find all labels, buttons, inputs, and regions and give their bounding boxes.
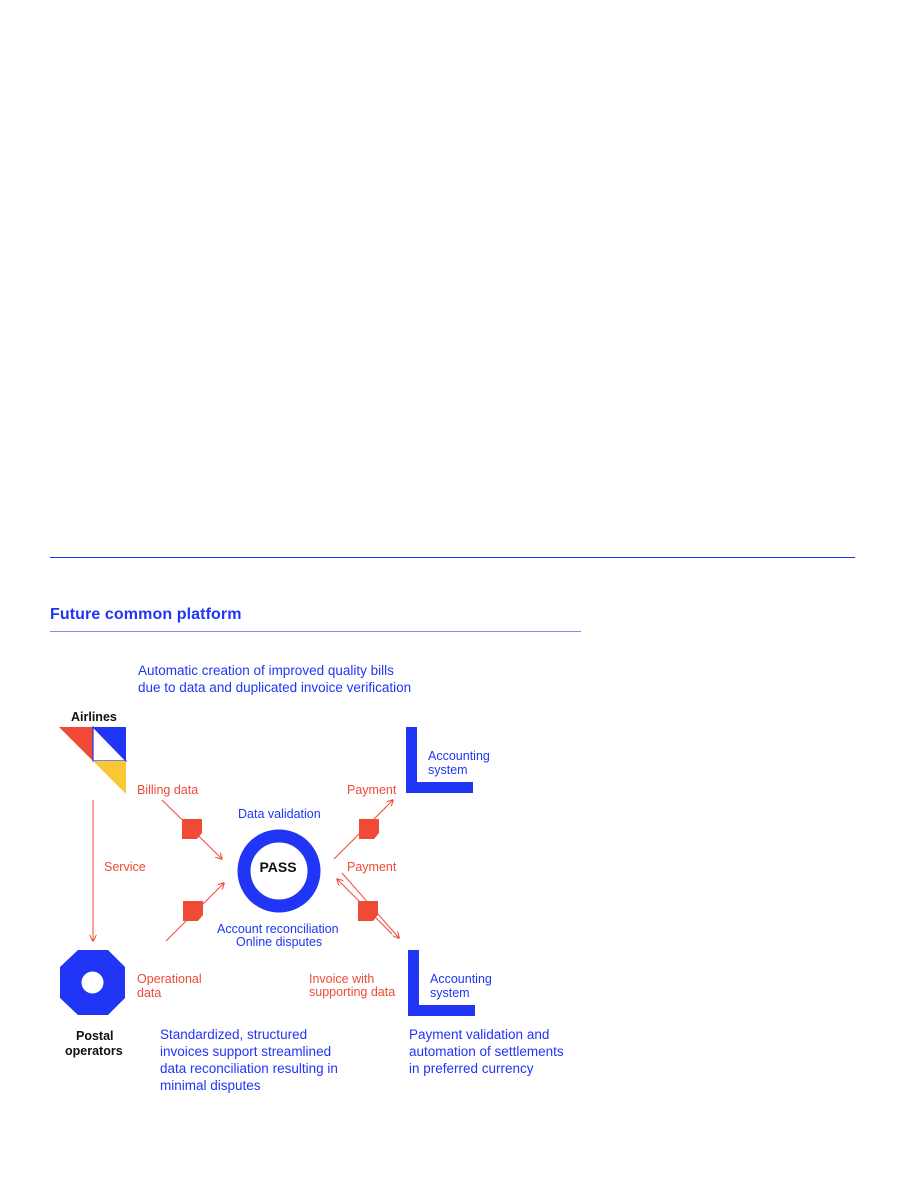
- bottom-left-note-line-1: Standardized, structured: [160, 1027, 308, 1042]
- operational-data-line-2: data: [137, 986, 162, 1000]
- postal-label-line-2: operators: [65, 1044, 123, 1058]
- bottom-right-note-line-2: automation of settlements: [409, 1044, 564, 1059]
- top-note-line-2: due to data and duplicated invoice verif…: [138, 680, 412, 695]
- airlines-logo: [59, 725, 128, 794]
- postal-label-line-1: Postal: [76, 1029, 114, 1043]
- pass-label: PASS: [259, 859, 297, 875]
- reconciliation-line-2: Online disputes: [236, 935, 323, 949]
- section-title: Future common platform: [50, 606, 242, 623]
- service-label: Service: [104, 860, 146, 874]
- billing-data-label: Billing data: [137, 783, 199, 797]
- payment-top-doc-icon: [359, 819, 379, 839]
- accounting-bottom-bracket: [408, 950, 475, 1016]
- pass-ring: [237, 829, 321, 913]
- billing-data-doc-icon: [182, 819, 202, 839]
- accounting-top-bracket: [406, 727, 473, 793]
- bottom-left-note-line-2: invoices support streamlined: [160, 1044, 332, 1059]
- postal-operators-logo: [60, 950, 125, 1015]
- bottom-right-note-line-1: Payment validation and: [409, 1027, 550, 1042]
- bottom-left-note-line-3: data reconciliation resulting in: [160, 1061, 338, 1076]
- section-divider: [50, 631, 581, 632]
- invoice-doc-icon: [358, 901, 378, 921]
- invoice-line-1: Invoice with: [309, 972, 375, 986]
- bottom-left-note-line-4: minimal disputes: [160, 1078, 261, 1093]
- reconciliation-line-1: Account reconciliation: [217, 922, 339, 936]
- data-validation-label: Data validation: [238, 807, 321, 821]
- accounting-bottom-line-1: Accounting: [430, 972, 492, 986]
- top-note-line-1: Automatic creation of improved quality b…: [138, 663, 394, 678]
- invoice-line-2: supporting data: [309, 985, 396, 999]
- payment-top-label: Payment: [347, 783, 397, 797]
- bottom-right-note-line-3: in preferred currency: [409, 1061, 534, 1076]
- accounting-top-line-2: system: [428, 763, 468, 777]
- accounting-bottom-line-2: system: [430, 986, 470, 1000]
- operational-data-line-1: Operational: [137, 972, 202, 986]
- accounting-top-line-1: Accounting: [428, 749, 490, 763]
- airlines-label: Airlines: [71, 710, 117, 724]
- top-divider: [50, 557, 855, 558]
- operational-data-doc-icon: [183, 901, 203, 921]
- payment-mid-label: Payment: [347, 860, 397, 874]
